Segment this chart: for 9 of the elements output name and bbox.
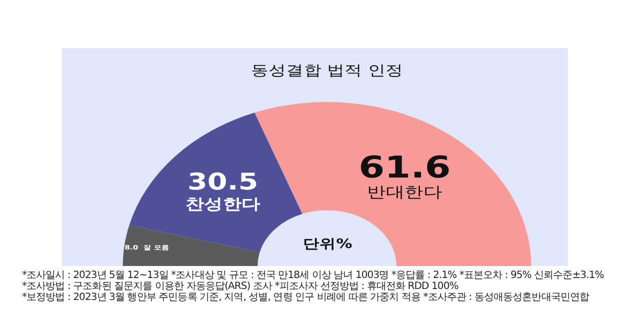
data-label: 61.6 — [358, 150, 451, 184]
slice-label: 반대한다 — [367, 182, 442, 200]
text: 단위% — [303, 236, 353, 252]
data-label: 30.5 — [187, 169, 258, 196]
text: *조사일시 : 2023년 5월 12~13일 *조사대상 및 규모 : 전국 만18세 이상 남녀 1003명 *응답률 : 2.1% *표본오차 : 95% 신뢰수준±3.1% — [22, 270, 605, 281]
slice-label: 찬성한다 — [185, 194, 260, 212]
text: *조사방법 : 구조화된 질문지를 이용한 자동응답(ARS) 조사 *피조사자 선정방법 : 휴대전화 RDD 100% — [22, 281, 460, 292]
text: *보정방법 : 2023년 3월 행안부 주민등록 기준, 지역, 성별, 연령 인구 비례에 따른 가중치 적용 *조사주관 : 동성애동성혼반대국민연합 — [22, 292, 590, 303]
chart-title: 동성결합 법적 인정 — [250, 62, 404, 78]
